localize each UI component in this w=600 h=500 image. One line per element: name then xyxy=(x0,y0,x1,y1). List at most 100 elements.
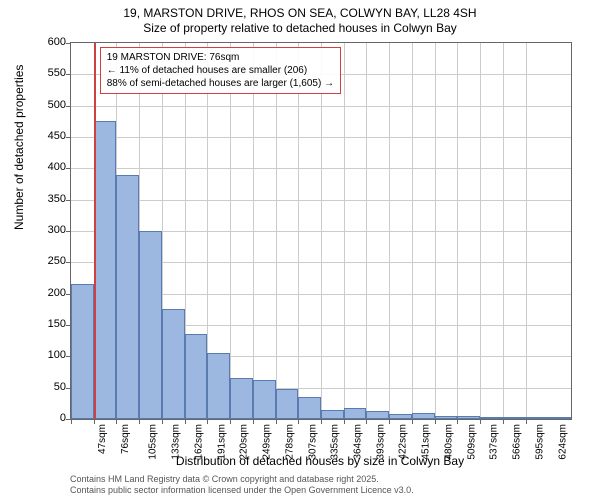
xtick-mark xyxy=(253,419,254,424)
xtick-label: 624sqm xyxy=(557,424,568,460)
annotation-box: 19 MARSTON DRIVE: 76sqm ← 11% of detache… xyxy=(100,47,341,94)
gridline-vertical xyxy=(389,43,390,419)
gridline-vertical xyxy=(344,43,345,419)
gridline-vertical xyxy=(366,43,367,419)
ytick-mark xyxy=(66,168,71,169)
histogram-bar xyxy=(230,378,253,419)
footer-block: Contains HM Land Registry data © Crown c… xyxy=(70,474,414,496)
xtick-label: 480sqm xyxy=(443,424,454,460)
xtick-mark xyxy=(480,419,481,424)
xtick-label: 307sqm xyxy=(307,424,318,460)
histogram-bar xyxy=(548,417,571,419)
histogram-bar xyxy=(503,417,526,419)
gridline-vertical xyxy=(503,43,504,419)
histogram-bar xyxy=(366,411,389,419)
xtick-mark xyxy=(366,419,367,424)
histogram-bar xyxy=(185,334,208,419)
xtick-mark xyxy=(71,419,72,424)
histogram-bar xyxy=(253,380,276,419)
ytick-mark xyxy=(66,231,71,232)
xtick-label: 566sqm xyxy=(512,424,523,460)
ytick-label: 350 xyxy=(36,193,66,205)
xtick-label: 191sqm xyxy=(216,424,227,460)
ytick-label: 100 xyxy=(36,349,66,361)
gridline-vertical xyxy=(480,43,481,419)
gridline-vertical xyxy=(435,43,436,419)
title-line-1: 19, MARSTON DRIVE, RHOS ON SEA, COLWYN B… xyxy=(0,6,600,21)
histogram-bar xyxy=(412,413,435,419)
xtick-mark xyxy=(457,419,458,424)
histogram-bar xyxy=(389,414,412,419)
ytick-label: 150 xyxy=(36,318,66,330)
xtick-mark xyxy=(526,419,527,424)
chart-container: 19, MARSTON DRIVE, RHOS ON SEA, COLWYN B… xyxy=(0,0,600,500)
ytick-label: 250 xyxy=(36,255,66,267)
xtick-label: 76sqm xyxy=(120,424,131,454)
gridline-vertical xyxy=(321,43,322,419)
histogram-bar xyxy=(139,231,162,419)
ytick-label: 0 xyxy=(36,412,66,424)
histogram-bar xyxy=(94,121,117,419)
xtick-mark xyxy=(298,419,299,424)
xtick-mark xyxy=(412,419,413,424)
ytick-label: 600 xyxy=(36,36,66,48)
footer-line-2: Contains public sector information licen… xyxy=(70,485,414,496)
annotation-line-1: 19 MARSTON DRIVE: 76sqm xyxy=(107,51,334,64)
xtick-label: 220sqm xyxy=(239,424,250,460)
y-axis-label: Number of detached properties xyxy=(12,65,26,230)
ytick-label: 550 xyxy=(36,67,66,79)
gridline-vertical xyxy=(457,43,458,419)
xtick-label: 162sqm xyxy=(193,424,204,460)
xtick-mark xyxy=(344,419,345,424)
gridline-vertical xyxy=(298,43,299,419)
gridline-vertical xyxy=(230,43,231,419)
xtick-mark xyxy=(116,419,117,424)
xtick-label: 47sqm xyxy=(97,424,108,454)
xtick-label: 595sqm xyxy=(534,424,545,460)
ytick-label: 500 xyxy=(36,99,66,111)
xtick-mark xyxy=(389,419,390,424)
histogram-bar xyxy=(298,397,321,419)
xtick-mark xyxy=(230,419,231,424)
histogram-bar xyxy=(162,309,185,419)
chart-plot-area: 19 MARSTON DRIVE: 76sqm ← 11% of detache… xyxy=(70,42,572,420)
xtick-mark xyxy=(162,419,163,424)
ytick-label: 400 xyxy=(36,161,66,173)
histogram-bar xyxy=(276,389,299,419)
xtick-label: 364sqm xyxy=(353,424,364,460)
xtick-label: 249sqm xyxy=(262,424,273,460)
xtick-mark xyxy=(185,419,186,424)
histogram-bar xyxy=(526,417,549,419)
gridline-vertical xyxy=(276,43,277,419)
xtick-label: 422sqm xyxy=(398,424,409,460)
xtick-label: 335sqm xyxy=(330,424,341,460)
ytick-mark xyxy=(66,200,71,201)
histogram-bar xyxy=(480,417,503,419)
xtick-label: 451sqm xyxy=(421,424,432,460)
ytick-mark xyxy=(66,106,71,107)
ytick-mark xyxy=(66,137,71,138)
ytick-mark xyxy=(66,43,71,44)
footer-line-1: Contains HM Land Registry data © Crown c… xyxy=(70,474,414,485)
histogram-bar xyxy=(344,408,367,419)
histogram-bar xyxy=(116,175,139,419)
title-line-2: Size of property relative to detached ho… xyxy=(0,21,600,36)
xtick-mark xyxy=(207,419,208,424)
ytick-label: 450 xyxy=(36,130,66,142)
xtick-label: 393sqm xyxy=(375,424,386,460)
histogram-bar xyxy=(321,410,344,419)
histogram-bar xyxy=(207,353,230,419)
xtick-label: 509sqm xyxy=(466,424,477,460)
histogram-bar xyxy=(435,416,458,419)
property-marker-line xyxy=(94,43,96,419)
histogram-bar xyxy=(457,416,480,419)
xtick-mark xyxy=(503,419,504,424)
xtick-mark xyxy=(94,419,95,424)
xtick-mark xyxy=(321,419,322,424)
ytick-mark xyxy=(66,262,71,263)
ytick-mark xyxy=(66,74,71,75)
xtick-mark xyxy=(276,419,277,424)
xtick-mark xyxy=(139,419,140,424)
gridline-vertical xyxy=(253,43,254,419)
ytick-label: 200 xyxy=(36,287,66,299)
